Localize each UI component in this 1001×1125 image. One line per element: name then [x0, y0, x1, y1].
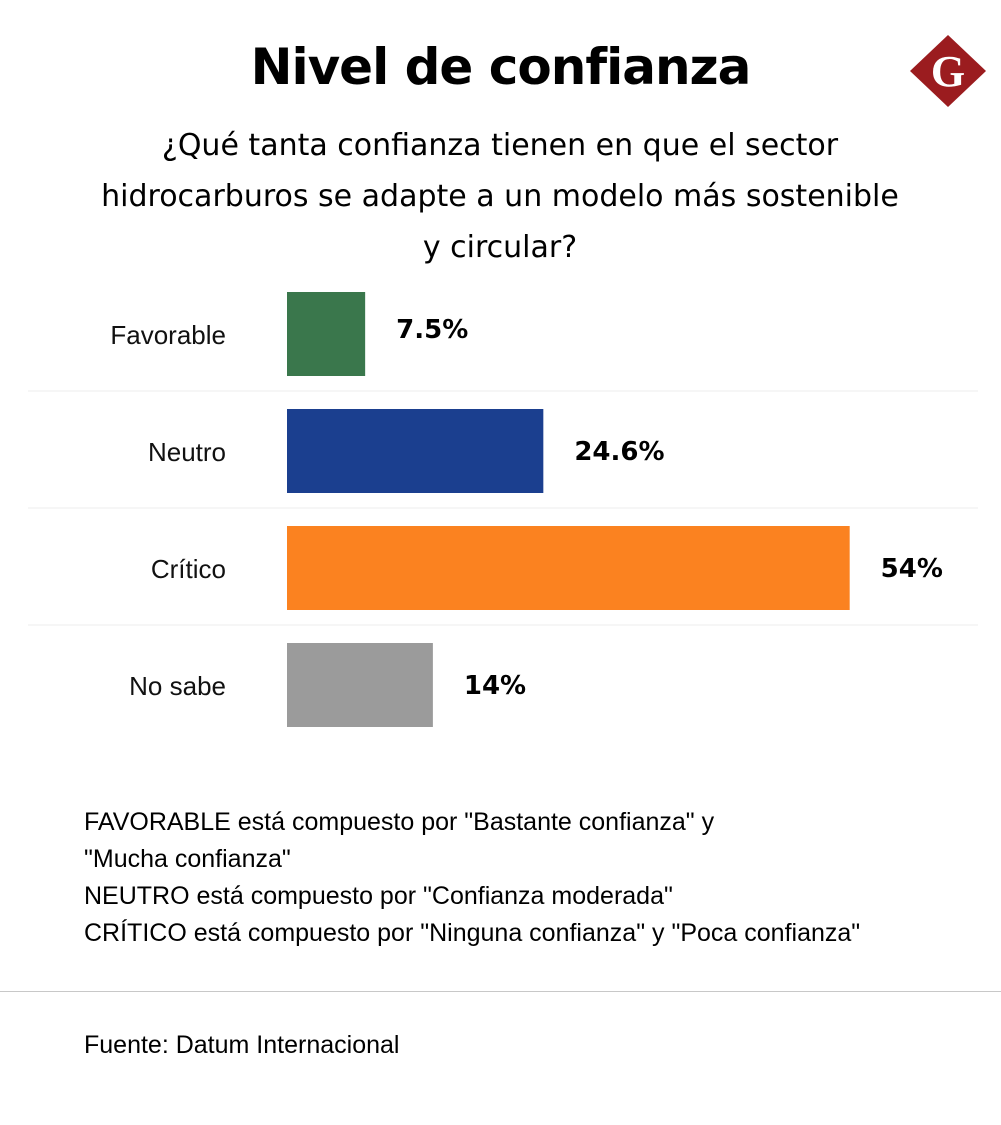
- category-label: Crítico: [151, 554, 226, 584]
- bar-1: [287, 409, 544, 493]
- bar-chart: Favorable 7.5% Neutro 24.6% Crítico 54% No sab…: [28, 292, 978, 727]
- value-label: 7.5%: [396, 315, 468, 345]
- category-label: Neutro: [148, 437, 226, 467]
- source: Fuente: Datum Internacional: [84, 1031, 400, 1059]
- svg-text:G: G: [931, 47, 965, 96]
- note-line: "Mucha confianza": [84, 845, 291, 873]
- bar-2: [287, 526, 850, 610]
- note-line: CRÍTICO está compuesto por "Ninguna conf…: [84, 919, 861, 947]
- category-label: Favorable: [110, 320, 226, 350]
- chart-title: Nivel de confianza: [250, 38, 752, 96]
- notes: FAVORABLE está compuesto por "Bastante c…: [84, 804, 860, 952]
- bar-3: [287, 643, 433, 727]
- note-line: NEUTRO está compuesto por "Confianza mod…: [84, 882, 673, 910]
- chart-subtitle: ¿Qué tanta confianza tienen en que el se…: [101, 128, 899, 265]
- note-line: FAVORABLE está compuesto por "Bastante c…: [84, 808, 715, 836]
- bar-0: [287, 292, 366, 376]
- divider: [0, 991, 1001, 992]
- value-label: 14%: [464, 671, 526, 701]
- value-label: 54%: [881, 554, 943, 584]
- logo-icon: G: [910, 35, 986, 107]
- category-label: No sabe: [129, 671, 226, 701]
- value-label: 24.6%: [574, 437, 664, 467]
